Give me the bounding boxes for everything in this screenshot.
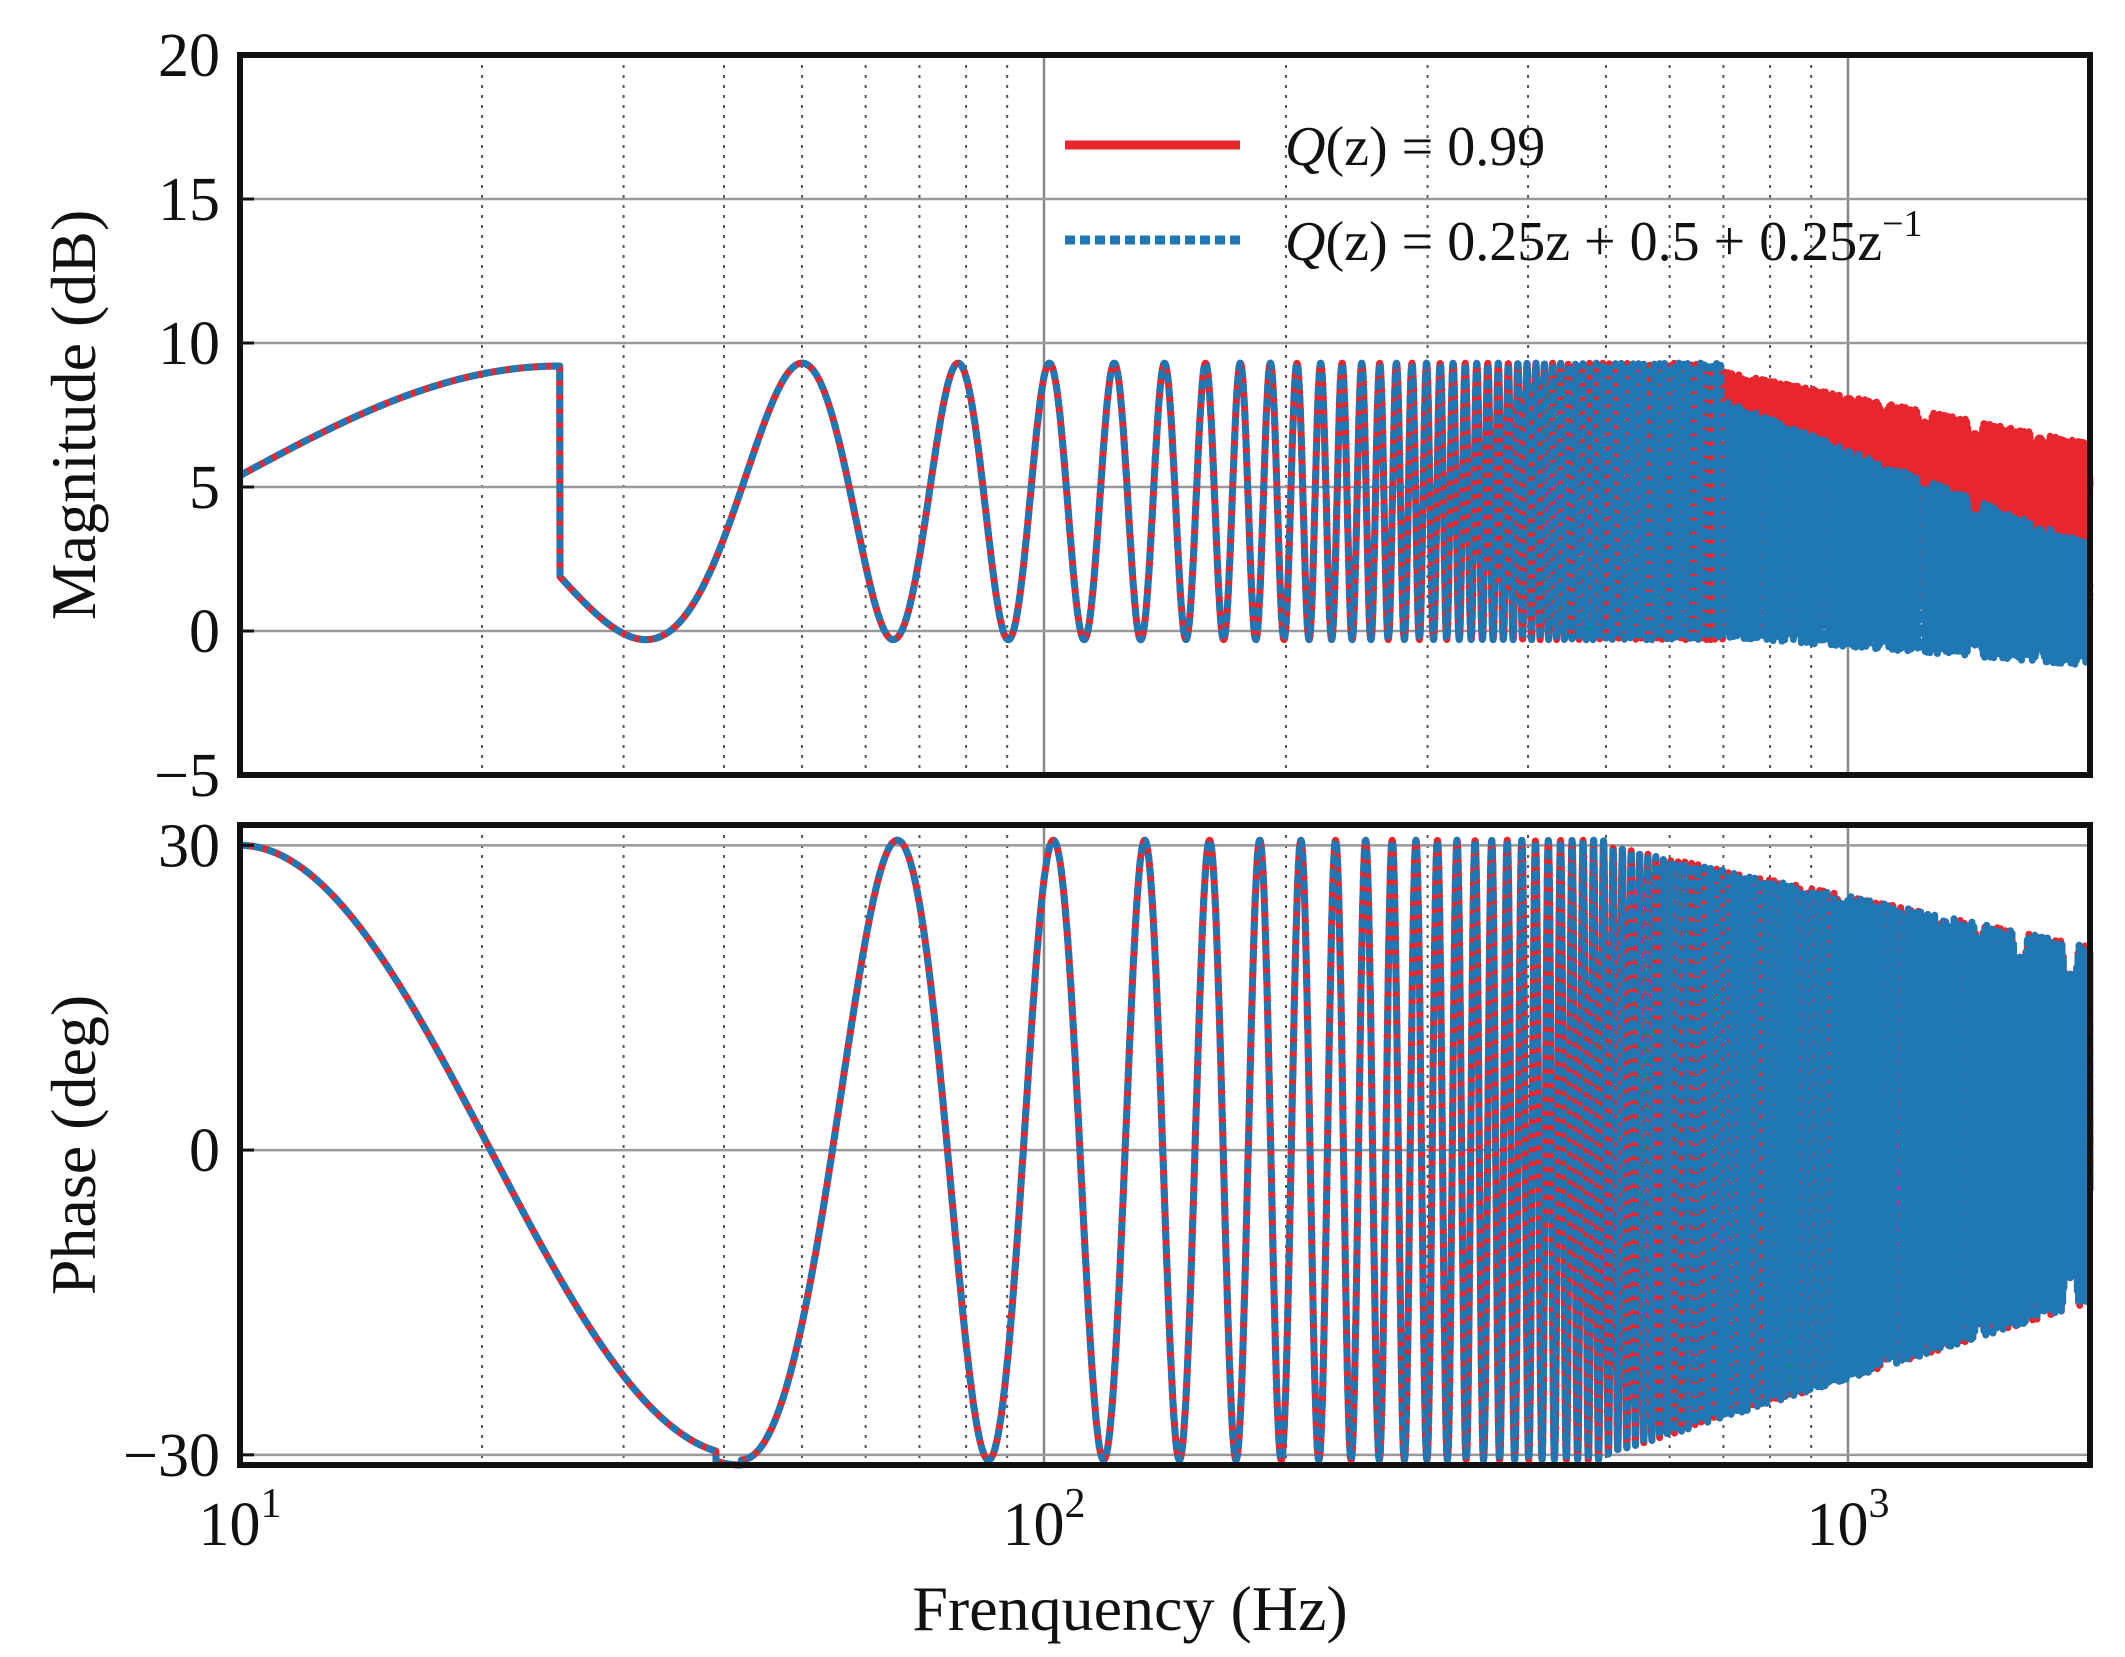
legend-label-q099: Q(z) = 0.99 bbox=[1285, 116, 1545, 178]
y-tick-label: 0 bbox=[189, 1117, 220, 1185]
y-tick-label: 20 bbox=[158, 22, 220, 90]
phase-series bbox=[236, 836, 2094, 1469]
magnitude-series bbox=[236, 359, 2094, 669]
y-tick-label: −5 bbox=[154, 742, 220, 810]
phase-axes-frame bbox=[237, 822, 2093, 1468]
series-line-q025 bbox=[236, 359, 2094, 669]
x-tick-label: 103 bbox=[1806, 1481, 1889, 1559]
magnitude-panel: −5 0 5 10 15 20 Magnitude (dB) bbox=[38, 22, 2094, 810]
magnitude-axes-frame bbox=[237, 52, 2093, 778]
y-tick-label: 15 bbox=[158, 166, 220, 234]
y-tick-label: 0 bbox=[189, 598, 220, 666]
y-tick-label: 10 bbox=[158, 310, 220, 378]
magnitude-ylabel: Magnitude (dB) bbox=[38, 210, 109, 621]
magnitude-y-ticks: −5 0 5 10 15 20 bbox=[154, 22, 254, 810]
y-tick-label: −30 bbox=[123, 1422, 220, 1490]
phase-panel: −30 0 30 101 102 103 Phase (deg) Frenquency … bbox=[38, 812, 2094, 1644]
x-tick-label: 102 bbox=[1002, 1481, 1085, 1559]
y-tick-label: 5 bbox=[189, 454, 220, 522]
phase-ylabel: Phase (deg) bbox=[38, 995, 109, 1295]
legend-label-q025: Q(z) = 0.25z + 0.5 + 0.25z−1 bbox=[1285, 203, 1923, 273]
phase-y-ticks: −30 0 30 bbox=[123, 812, 254, 1490]
y-tick-label: 30 bbox=[158, 812, 220, 880]
x-axis-label: Frenquency (Hz) bbox=[912, 1573, 1347, 1644]
phase-x-ticks: 101 102 103 bbox=[199, 1481, 1890, 1559]
x-tick-label: 101 bbox=[199, 1481, 282, 1559]
series-line-q025 bbox=[236, 836, 2094, 1469]
legend: Q(z) = 0.99 Q(z) = 0.25z + 0.5 + 0.25z−1 bbox=[1065, 116, 1923, 273]
